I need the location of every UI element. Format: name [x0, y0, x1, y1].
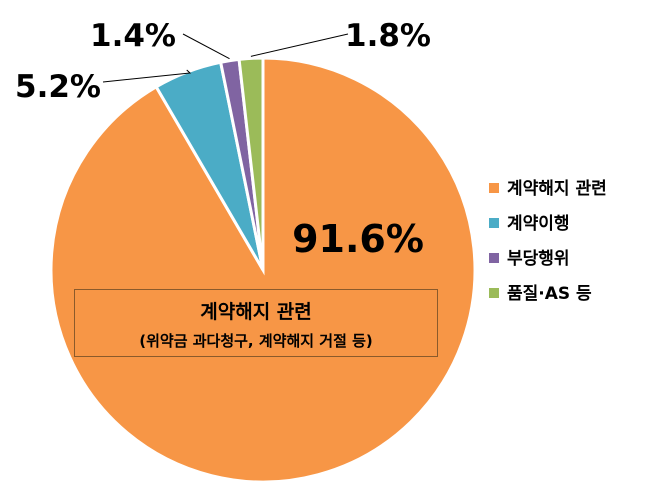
pie-slice-4	[237, 56, 265, 271]
legend-label-2: 계약이행	[507, 213, 570, 234]
pie-slices	[49, 56, 477, 484]
data-label-4: 1.8%	[345, 18, 431, 54]
legend-swatch-2	[489, 218, 499, 228]
data-label-2: 5.2%	[15, 69, 101, 105]
leader-line-2	[102, 69, 192, 83]
leader-line-4	[250, 33, 349, 57]
data-labels: 91.6% 5.2% 1.4% 1.8%	[15, 18, 431, 261]
leader-line-3	[182, 33, 230, 60]
data-label-3: 1.4%	[90, 18, 176, 54]
legend-swatch-4	[489, 288, 499, 298]
legend-label-1: 계약해지 관련	[507, 178, 607, 199]
leader-lines	[102, 33, 349, 83]
annotation-title: 계약해지 관련	[200, 301, 312, 323]
legend-swatch-1	[489, 183, 499, 193]
annotation-box: 계약해지 관련 (위약금 과다청구, 계약해지 거절 등)	[74, 289, 438, 357]
annotation-subtitle: (위약금 과다청구, 계약해지 거절 등)	[139, 332, 373, 350]
legend-swatch-3	[489, 253, 499, 263]
legend-label-3: 부당행위	[507, 249, 570, 269]
data-label-1: 91.6%	[292, 217, 424, 261]
legend-label-4: 품질·AS 등	[507, 283, 592, 304]
